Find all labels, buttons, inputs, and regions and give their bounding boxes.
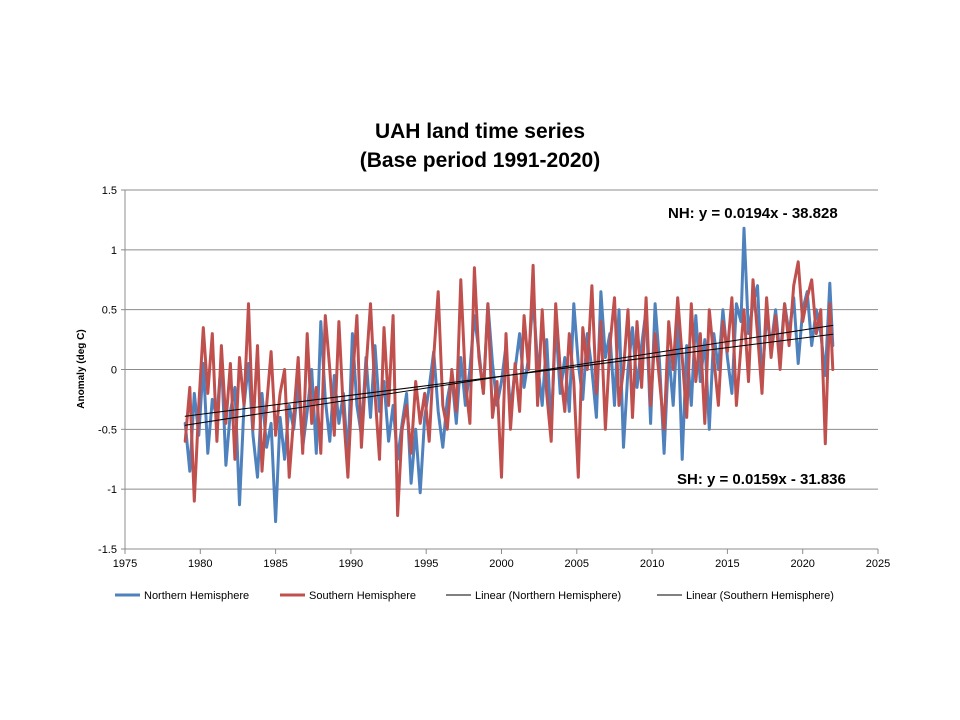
- y-tick-label: -0.5: [98, 424, 117, 436]
- x-tick-label: 2015: [715, 558, 739, 570]
- legend-label-nh-linear: Linear (Northern Hemisphere): [475, 590, 621, 602]
- y-tick-labels: 1.5 1 0.5 0 -0.5 -1 -1.5: [98, 185, 117, 556]
- x-tick-label: 1975: [113, 558, 137, 570]
- axes: [121, 189, 879, 554]
- chart-title-line-2: (Base period 1991-2020): [360, 149, 600, 172]
- legend-label-sh-linear: Linear (Southern Hemisphere): [686, 590, 834, 602]
- x-tick-label: 1990: [339, 558, 363, 570]
- series-southern-hemisphere: [183, 260, 835, 517]
- legend: Northern Hemisphere Southern Hemisphere …: [115, 590, 834, 602]
- y-tick-label: 1.5: [102, 185, 117, 197]
- legend-label-nh: Northern Hemisphere: [144, 590, 249, 602]
- x-tick-label: 1995: [414, 558, 438, 570]
- y-tick-label: -1: [107, 484, 117, 496]
- x-tick-label: 2005: [565, 558, 589, 570]
- y-tick-label: 1: [111, 245, 117, 257]
- x-tick-label: 2000: [489, 558, 513, 570]
- x-tick-label: 2010: [640, 558, 664, 570]
- nh-trend-equation: NH: y = 0.0194x - 38.828: [668, 205, 838, 222]
- series-layer: [183, 226, 835, 523]
- sh-trend-equation: SH: y = 0.0159x - 31.836: [677, 471, 846, 488]
- x-tick-label: 1985: [263, 558, 287, 570]
- legend-label-sh: Southern Hemisphere: [309, 590, 416, 602]
- y-tick-label: 0: [111, 365, 117, 377]
- trendline-southern-hemisphere: [184, 333, 834, 417]
- y-tick-label: 0.5: [102, 305, 117, 317]
- x-tick-label: 2020: [790, 558, 814, 570]
- x-tick-label: 1980: [188, 558, 212, 570]
- x-tick-labels: 1975 1980 1985 1990 1995 2000 2005 2010 2015 2020…: [113, 558, 890, 570]
- y-axis-label: Anomaly (deg C): [76, 329, 87, 408]
- x-tick-label: 2025: [866, 558, 890, 570]
- y-tick-label: -1.5: [98, 544, 117, 556]
- chart-title-line-1: UAH land time series: [375, 120, 585, 143]
